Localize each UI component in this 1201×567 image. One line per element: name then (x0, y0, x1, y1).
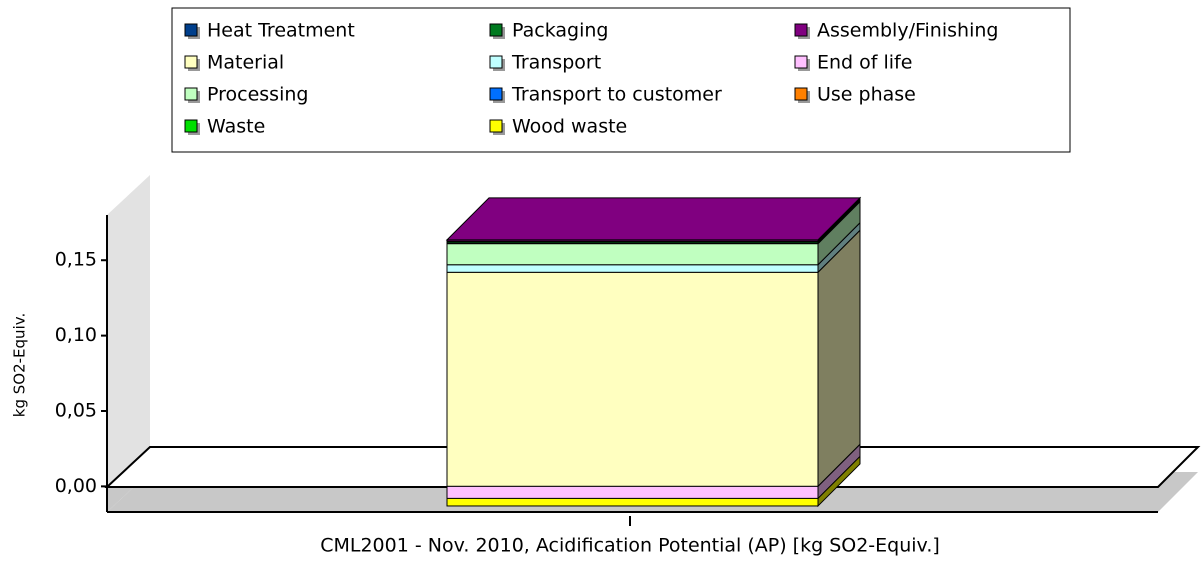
legend-swatch (489, 87, 503, 101)
legend-swatch (184, 87, 198, 101)
legend-label: Use phase (817, 84, 916, 106)
legend-label: Processing (207, 84, 308, 106)
legend-label: Material (207, 52, 284, 74)
legend-swatch (794, 23, 808, 37)
legend-label: Wood waste (512, 116, 627, 138)
legend-label: End of life (817, 52, 912, 74)
legend-swatch (489, 55, 503, 69)
bar-side-shade (818, 230, 860, 487)
bar-side-shade (818, 201, 860, 265)
y-tick-label: 0,10 (55, 324, 97, 346)
legend-label: Heat Treatment (207, 20, 355, 42)
bar-side-shade (818, 444, 860, 499)
bar-segment (446, 271, 819, 487)
legend-swatch (489, 23, 503, 37)
bar-segment (446, 497, 819, 507)
legend-box (171, 7, 1071, 153)
bar-side-shade (818, 222, 860, 273)
y-axis-title: kg SO2-Equiv. (11, 313, 29, 417)
bar-side-shade (818, 456, 860, 506)
legend-label: Packaging (512, 20, 608, 42)
legend-label: Waste (207, 116, 265, 138)
x-tick-label: CML2001 - Nov. 2010, Acidification Poten… (320, 535, 940, 557)
legend-swatch (794, 87, 808, 101)
bar-top (445, 197, 862, 241)
y-tick-label: 0,05 (55, 399, 97, 421)
legend-label: Assembly/Finishing (817, 20, 998, 42)
legend-swatch (184, 23, 198, 37)
legend-swatch (794, 55, 808, 69)
y-tick-label: 0,15 (55, 249, 97, 271)
legend-label: Transport (511, 52, 601, 74)
back-wall (107, 175, 150, 487)
y-tick-label: 0,00 (55, 475, 97, 497)
bar-segment (446, 243, 819, 266)
legend-swatch (489, 119, 503, 133)
legend-swatch (184, 55, 198, 69)
bar-segment (446, 485, 819, 499)
legend-label: Transport to customer (511, 84, 722, 106)
legend-swatch (184, 119, 198, 133)
bar-segment (446, 264, 819, 273)
